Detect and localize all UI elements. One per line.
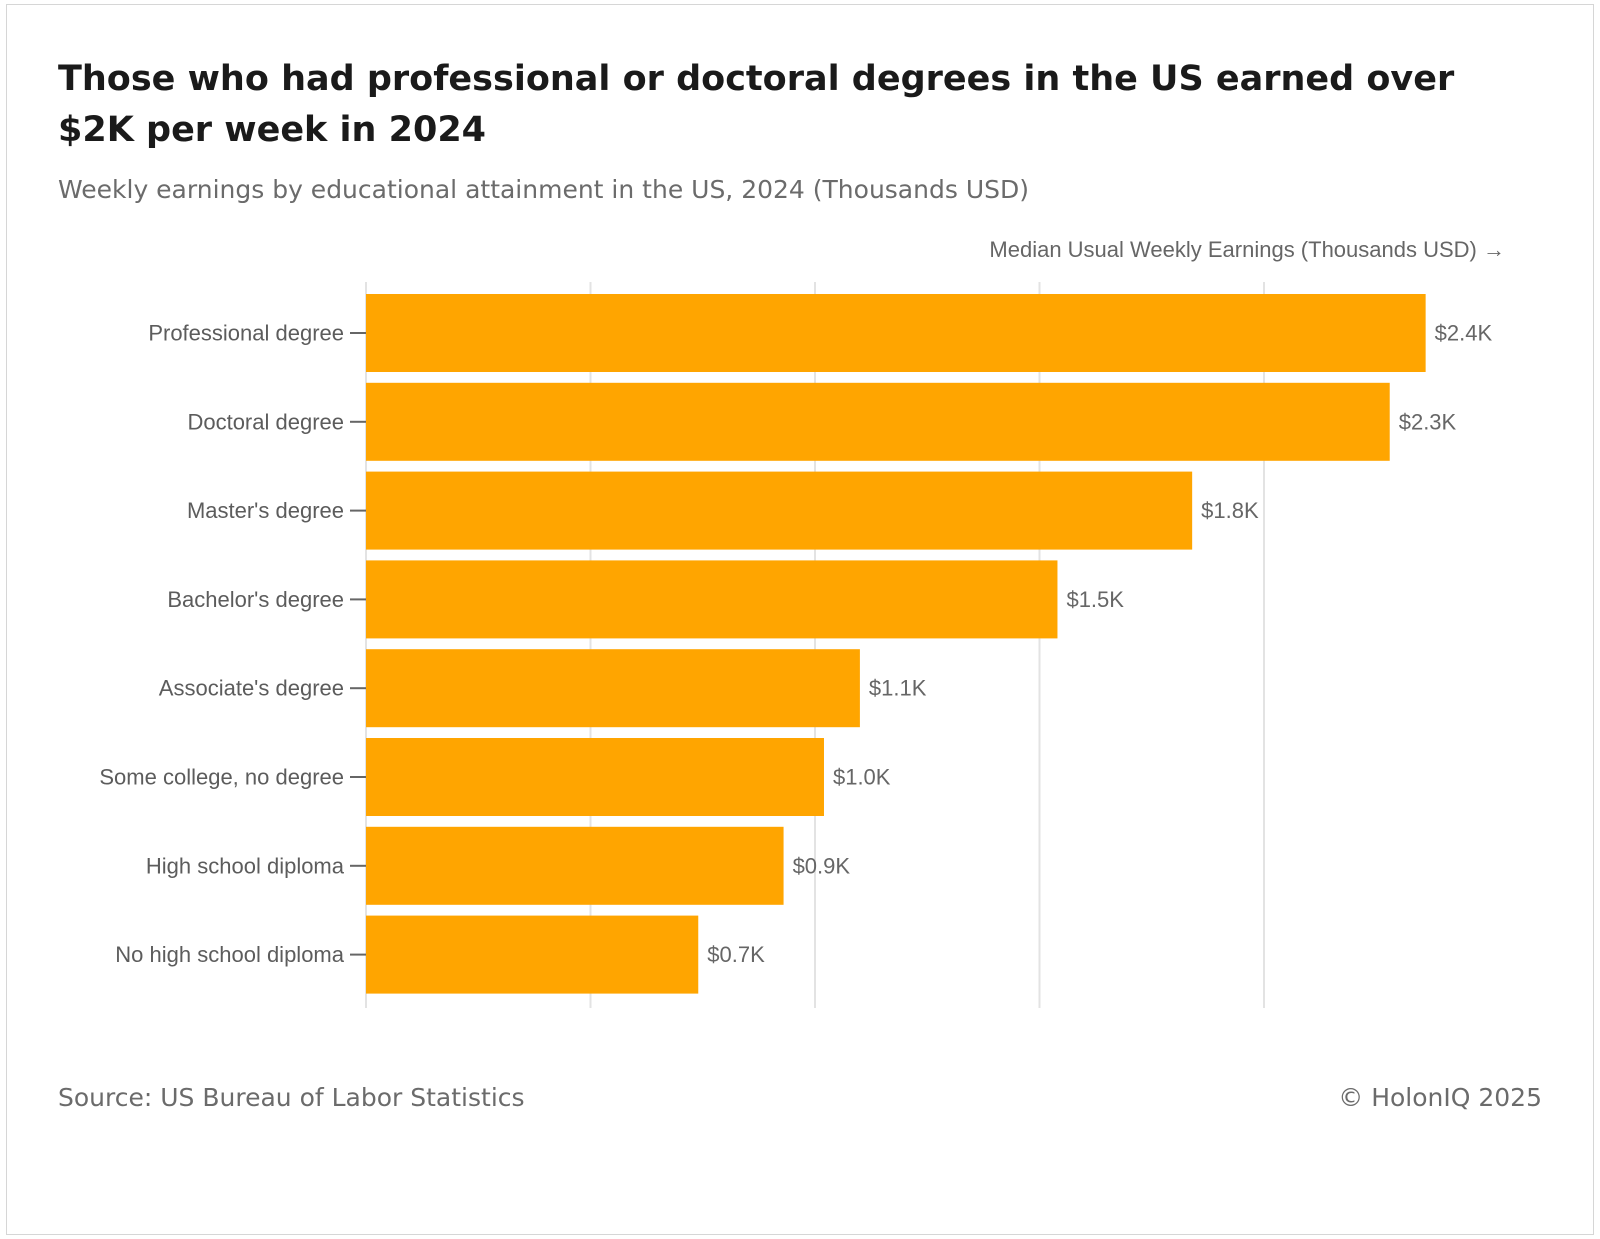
category-label-4: Associate's degree: [159, 676, 344, 701]
value-label-1: $2.3K: [1399, 409, 1457, 434]
chart-title: Those who had professional or doctoral d…: [58, 59, 1455, 150]
source-note: Source: US Bureau of Labor Statistics: [58, 1083, 525, 1112]
value-label-7: $0.7K: [707, 942, 765, 967]
bar-7: [366, 915, 699, 994]
category-label-2: Master's degree: [187, 498, 344, 523]
x-axis-title: Median Usual Weekly Earnings (Thousands …: [989, 237, 1505, 262]
bar-3: [366, 560, 1058, 639]
bar-6: [366, 826, 784, 905]
value-label-6: $0.9K: [793, 853, 851, 878]
bar-0: [366, 294, 1426, 372]
category-label-5: Some college, no degree: [99, 765, 344, 790]
category-label-0: Professional degree: [148, 321, 344, 346]
copyright-note: © HolonIQ 2025: [1338, 1083, 1542, 1112]
category-label-1: Doctoral degree: [187, 409, 344, 434]
chart-subtitle: Weekly earnings by educational attainmen…: [58, 175, 1029, 204]
category-label-7: No high school diploma: [115, 942, 344, 967]
bar-5: [366, 738, 824, 816]
value-label-0: $2.4K: [1435, 321, 1493, 346]
value-label-4: $1.1K: [869, 676, 927, 701]
bar-4: [366, 649, 860, 728]
bar-1: [366, 382, 1390, 461]
category-label-6: High school diploma: [146, 853, 345, 878]
value-label-5: $1.0K: [833, 765, 891, 790]
value-label-2: $1.8K: [1201, 498, 1259, 523]
category-label-3: Bachelor's degree: [167, 587, 344, 612]
bar-2: [366, 471, 1193, 550]
value-label-3: $1.5K: [1066, 587, 1124, 612]
